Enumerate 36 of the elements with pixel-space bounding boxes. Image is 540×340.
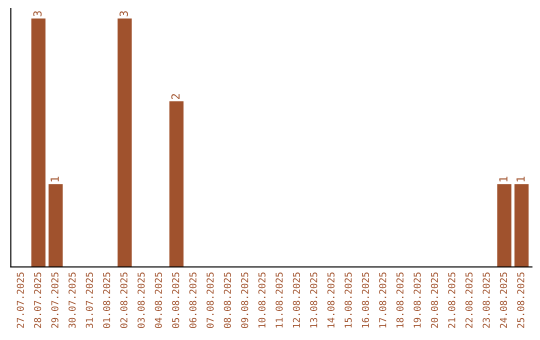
x-tick-label: 08.08.2025 [224,272,231,328]
x-tick-label: 23.08.2025 [482,272,490,328]
x-tick-label: 07.08.2025 [206,272,214,328]
x-tick-label: 01.08.2025 [103,272,110,328]
data-label: 1 [516,176,525,182]
data-label: 3 [120,11,128,16]
x-tick-label: 11.08.2025 [276,272,283,328]
x-tick-label: 27.07.2025 [16,272,24,328]
data-label: 1 [499,176,508,182]
x-tick-label: 16.08.2025 [362,272,370,328]
x-tick-label: 18.08.2025 [396,272,404,328]
data-label: 2 [171,94,180,100]
x-tick-label: 10.08.2025 [258,272,266,328]
x-tick-label: 30.07.2025 [68,272,76,328]
x-tick-label: 29.07.2025 [51,272,58,328]
data-label: 1 [50,176,59,182]
x-tick-label: 05.08.2025 [172,272,180,328]
x-tick-label: 02.08.2025 [120,272,128,328]
x-tick-label: 13.08.2025 [310,272,318,328]
x-tick-label: 14.08.2025 [327,272,335,328]
x-tick-label: 28.07.2025 [34,272,42,328]
x-tick-label: 21.08.2025 [448,272,456,328]
x-tick-label: 24.08.2025 [500,272,508,328]
x-tick-label: 04.08.2025 [154,272,162,328]
x-tick-label: 22.08.2025 [465,272,473,328]
x-tick-label: 06.08.2025 [189,272,196,328]
x-tick-label: 03.08.2025 [138,272,145,328]
x-tick-label: 19.08.2025 [414,272,421,328]
x-tick-label: 15.08.2025 [344,272,352,328]
x-tick-label: 17.08.2025 [379,272,386,328]
x-tick-label: 31.07.2025 [86,272,93,328]
x-tick-label: 09.08.2025 [241,272,248,328]
data-label: 3 [33,11,42,16]
x-tick-label: 20.08.2025 [430,272,438,328]
x-tick-label: 25.08.2025 [517,272,524,328]
x-tick-label: 12.08.2025 [292,272,300,328]
